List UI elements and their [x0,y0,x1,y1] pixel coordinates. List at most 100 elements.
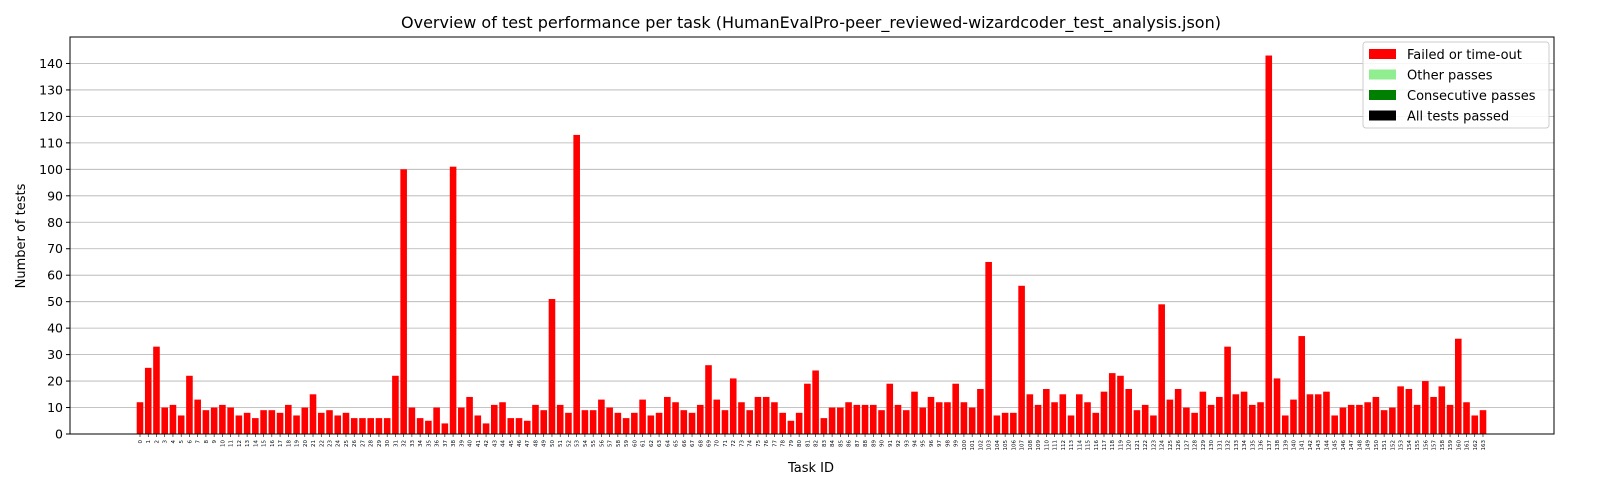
x-tick-label: 26 [352,440,358,447]
x-tick-label: 112 [1061,440,1067,451]
bar [1001,412,1009,434]
bar [573,134,580,434]
x-tick-label: 162 [1473,440,1479,451]
x-tick-label: 133 [1234,440,1240,451]
x-tick-label: 1 [146,440,152,444]
x-tick-label: 129 [1201,440,1207,451]
x-tick-label: 10 [220,440,226,447]
bar [729,378,737,434]
x-tick-label: 121 [1135,440,1141,451]
bar [762,396,770,434]
bar [515,418,523,434]
y-tick-label: 40 [47,321,63,336]
x-tick-label: 157 [1432,440,1438,451]
bar [416,418,424,434]
bar [1314,394,1322,434]
x-tick-label: 156 [1423,440,1429,451]
bar [606,407,613,434]
x-tick-label: 81 [805,440,811,447]
bar [639,399,646,434]
x-tick-label: 74 [748,440,754,447]
bar [1158,304,1165,434]
bar [672,402,679,434]
x-tick-label: 40 [468,440,474,447]
bar [738,402,745,434]
x-tick-label: 52 [566,440,572,447]
x-tick-label: 160 [1456,440,1462,451]
bar [845,402,852,434]
x-tick-label: 140 [1291,440,1297,451]
bar [1108,373,1116,434]
x-tick-label: 57 [608,440,614,447]
x-tick-label: 21 [311,440,317,447]
x-tick-label: 76 [764,440,770,447]
bar [285,404,292,434]
bar [1298,336,1306,434]
bar [556,404,564,434]
x-tick-label: 11 [229,440,235,447]
x-tick-label: 163 [1481,440,1487,451]
bar [383,418,391,434]
x-tick-label: 86 [847,440,853,447]
bar [1125,389,1133,434]
bar [309,394,317,434]
x-tick-label: 113 [1069,440,1075,451]
legend-swatch [1369,69,1396,80]
x-tick-label: 134 [1242,440,1248,451]
x-tick-label: 9 [212,440,218,444]
bar [853,404,861,434]
bar [655,412,663,434]
bar [598,399,605,434]
bar [474,415,482,434]
legend-swatch [1369,49,1396,59]
bar [779,412,786,434]
x-tick-label: 131 [1217,440,1223,451]
x-tick-label: 161 [1465,440,1471,451]
y-tick-label: 60 [47,268,63,283]
y-tick-label: 90 [47,188,63,203]
bar [375,418,383,434]
x-tick-label: 79 [789,440,795,447]
x-tick-label: 71 [723,440,729,447]
x-tick-label: 33 [410,440,416,447]
chart-title: Overview of test performance per task (H… [401,13,1221,33]
legend-box [1362,41,1550,129]
x-tick-label: 94 [912,440,918,447]
bar [1084,402,1091,434]
x-tick-label: 75 [756,440,762,447]
x-tick-label: 93 [904,440,910,447]
x-tick-label: 147 [1349,440,1355,451]
y-axis-label: Number of tests [14,183,29,288]
bar [902,410,910,434]
bar [392,375,399,434]
bar [186,375,193,434]
bar [400,169,407,435]
y-tick-label: 110 [39,135,63,150]
bar [565,412,572,434]
bar [1199,391,1207,434]
x-axis-label: Task ID [787,461,834,476]
bar [1183,407,1190,434]
x-tick-label: 36 [435,440,441,447]
bar [425,420,432,434]
bar [787,420,795,434]
bar [812,370,819,434]
bar [1290,399,1297,434]
x-tick-label: 3 [163,440,169,444]
bar [1273,378,1281,434]
x-tick-label: 128 [1193,440,1199,451]
x-tick-label: 111 [1053,440,1059,451]
x-tick-label: 114 [1077,440,1083,451]
bar [746,410,754,434]
x-tick-label: 144 [1324,440,1330,451]
bar [433,407,440,434]
x-tick-label: 49 [542,440,548,447]
x-tick-label: 107 [1020,440,1026,451]
bar [1454,338,1462,434]
bar [1479,410,1487,434]
bar [589,410,597,434]
bar [153,346,160,434]
x-tick-label: 146 [1341,440,1347,451]
x-tick-label: 149 [1366,440,1372,451]
bar [293,415,300,434]
